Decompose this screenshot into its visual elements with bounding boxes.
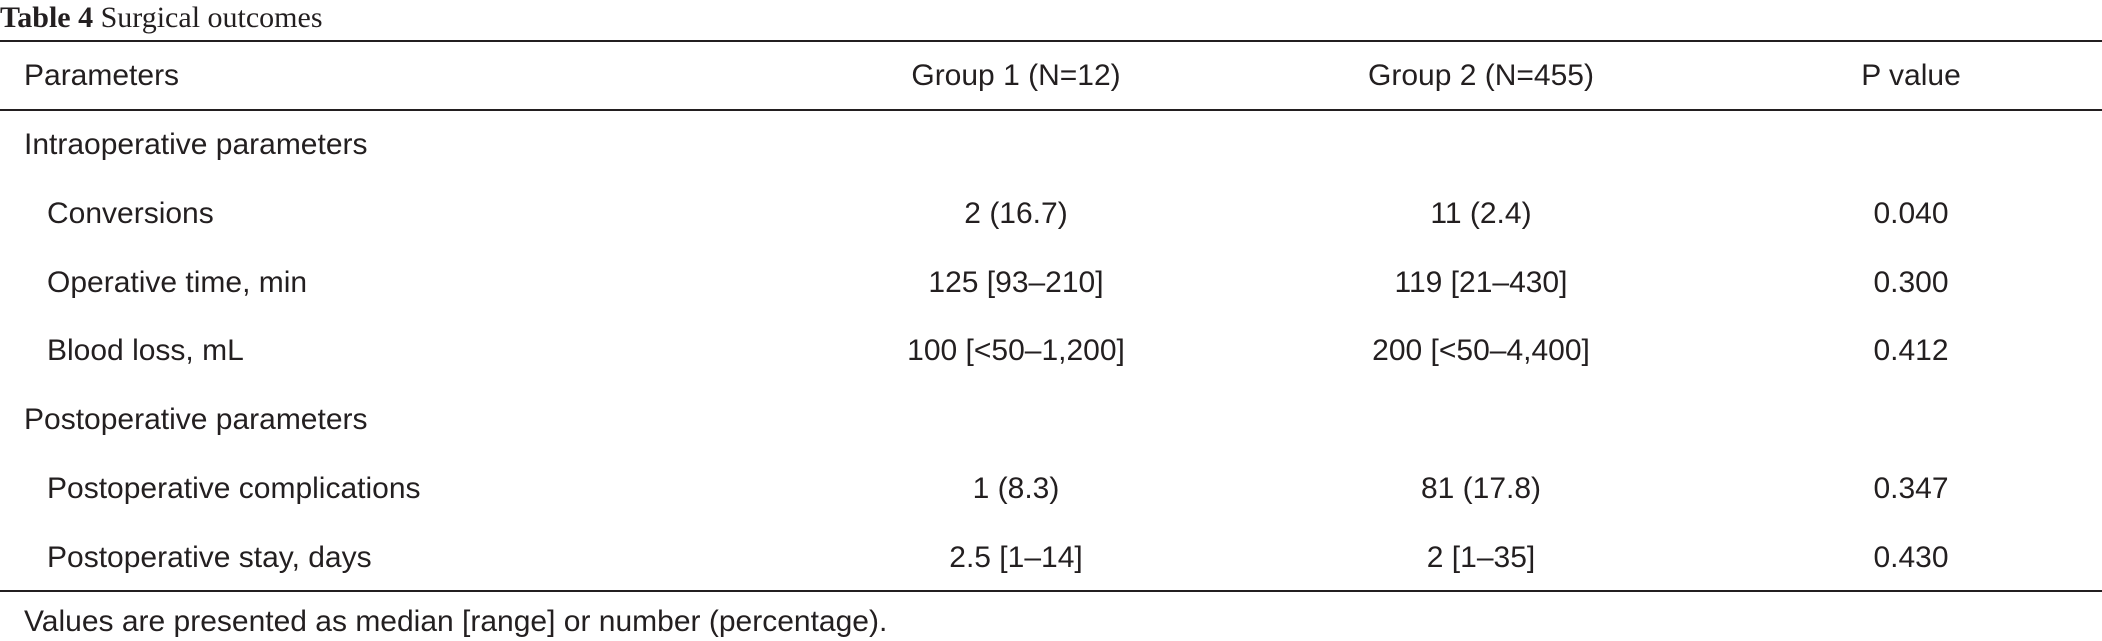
header-p-value: P value bbox=[1861, 59, 1961, 92]
row-parameter: Postoperative stay, days bbox=[47, 541, 372, 574]
row-p-value: 0.347 bbox=[1873, 472, 1949, 505]
table-row: Blood loss, mL 100 [<50–1,200] 200 [<50–… bbox=[0, 331, 2102, 371]
header-group1: Group 1 (N=12) bbox=[911, 59, 1121, 92]
row-parameter: Operative time, min bbox=[47, 266, 308, 299]
row-p-value: 0.300 bbox=[1873, 266, 1949, 299]
row-p-value: 0.412 bbox=[1873, 334, 1949, 367]
table-caption: Table 4 Surgical outcomes bbox=[0, 0, 323, 36]
row-parameter: Conversions bbox=[47, 197, 214, 230]
table-number: Table 4 bbox=[0, 1, 94, 34]
bottom-rule bbox=[0, 590, 2102, 592]
row-group2-value: 11 (2.4) bbox=[1430, 197, 1532, 230]
table-footnote: Values are presented as median [range] o… bbox=[24, 605, 888, 638]
section-heading-postoperative: Postoperative parameters bbox=[0, 400, 2102, 440]
row-group2-value: 119 [21–430] bbox=[1394, 266, 1568, 299]
top-rule bbox=[0, 40, 2102, 42]
table-row: Conversions 2 (16.7) 11 (2.4) 0.040 bbox=[0, 194, 2102, 234]
table-row: Operative time, min 125 [93–210] 119 [21… bbox=[0, 263, 2102, 303]
row-group1-value: 2.5 [1–14] bbox=[949, 541, 1083, 574]
row-group2-value: 200 [<50–4,400] bbox=[1372, 334, 1590, 367]
section-heading-intraoperative: Intraoperative parameters bbox=[0, 125, 2102, 165]
row-group2-value: 81 (17.8) bbox=[1420, 472, 1542, 505]
row-p-value: 0.040 bbox=[1873, 197, 1949, 230]
table-row: Postoperative complications 1 (8.3) 81 (… bbox=[0, 469, 2102, 509]
header-group2: Group 2 (N=455) bbox=[1368, 59, 1594, 92]
row-group2-value: 2 [1–35] bbox=[1426, 541, 1536, 574]
row-group1-value: 1 (8.3) bbox=[972, 472, 1060, 505]
section-title: Intraoperative parameters bbox=[24, 128, 368, 161]
table-header-row: Parameters Group 1 (N=12) Group 2 (N=455… bbox=[0, 56, 2102, 96]
table-title: Surgical outcomes bbox=[100, 1, 323, 34]
row-group1-value: 125 [93–210] bbox=[928, 266, 1104, 299]
row-parameter: Blood loss, mL bbox=[47, 334, 244, 367]
table-row: Postoperative stay, days 2.5 [1–14] 2 [1… bbox=[0, 538, 2102, 578]
row-p-value: 0.430 bbox=[1873, 541, 1949, 574]
section-title: Postoperative parameters bbox=[24, 403, 368, 436]
row-parameter: Postoperative complications bbox=[47, 472, 421, 505]
row-group1-value: 100 [<50–1,200] bbox=[907, 334, 1125, 367]
header-parameters: Parameters bbox=[24, 59, 180, 92]
row-group1-value: 2 (16.7) bbox=[964, 197, 1068, 230]
header-rule bbox=[0, 109, 2102, 111]
